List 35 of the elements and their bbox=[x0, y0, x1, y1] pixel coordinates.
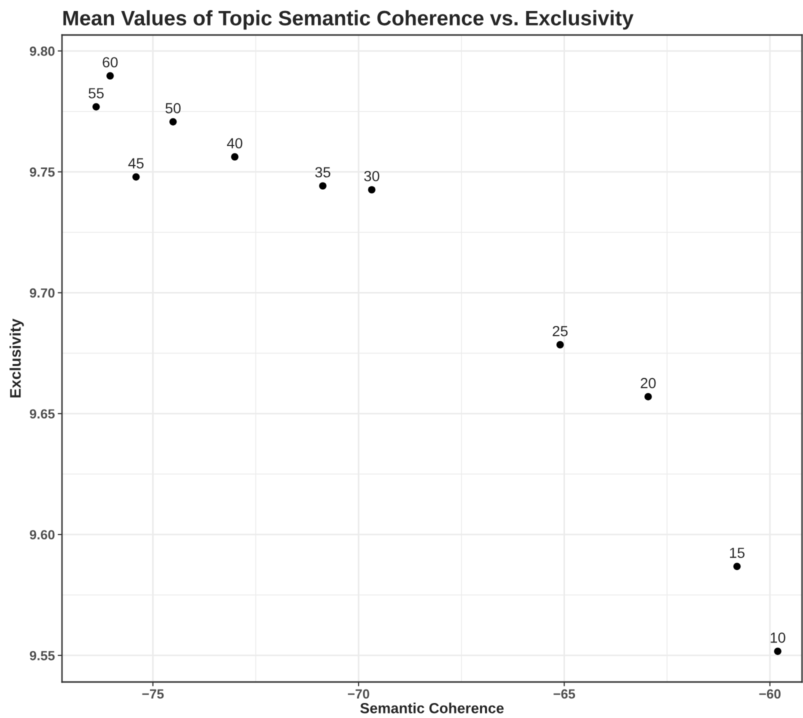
y-tick-label: 9.80 bbox=[30, 46, 55, 56]
point bbox=[319, 182, 326, 190]
y-axis-title: Exclusivity bbox=[10, 318, 24, 398]
annotation: 35 bbox=[315, 167, 330, 178]
point bbox=[92, 103, 100, 110]
x-axis-title: Semantic Coherence bbox=[360, 702, 504, 714]
annotation: 50 bbox=[166, 103, 181, 114]
annotation: 20 bbox=[640, 378, 656, 388]
point bbox=[733, 562, 741, 570]
annotation: 45 bbox=[128, 158, 144, 168]
y-tick-label: 9.55 bbox=[30, 650, 55, 660]
y-tick-label: 9.75 bbox=[30, 167, 55, 177]
annotation: 30 bbox=[364, 170, 380, 182]
annotation: 15 bbox=[730, 548, 745, 558]
chart-title: Mean Values of Topic Semantic Coherence vs. Exclusivity bbox=[63, 10, 634, 30]
x-tick-label: −70 bbox=[348, 689, 370, 699]
point bbox=[368, 186, 376, 194]
annotation: 10 bbox=[770, 632, 786, 643]
annotation: 25 bbox=[552, 326, 568, 336]
y-tick-label: 9.65 bbox=[30, 409, 55, 419]
point bbox=[231, 153, 238, 161]
annotation: 40 bbox=[226, 138, 242, 148]
point bbox=[556, 341, 564, 348]
point bbox=[169, 118, 177, 126]
x-tick-label: −60 bbox=[759, 689, 781, 699]
annotation: 60 bbox=[102, 57, 118, 68]
point bbox=[132, 173, 140, 181]
x-tick-label: −65 bbox=[554, 689, 576, 699]
point bbox=[774, 648, 782, 655]
y-tick-label: 9.70 bbox=[30, 288, 55, 298]
x-tick-label: −75 bbox=[142, 689, 164, 699]
y-tick-label: 9.60 bbox=[30, 530, 55, 540]
point bbox=[644, 393, 652, 400]
annotation: 55 bbox=[88, 88, 104, 98]
point bbox=[106, 72, 114, 80]
